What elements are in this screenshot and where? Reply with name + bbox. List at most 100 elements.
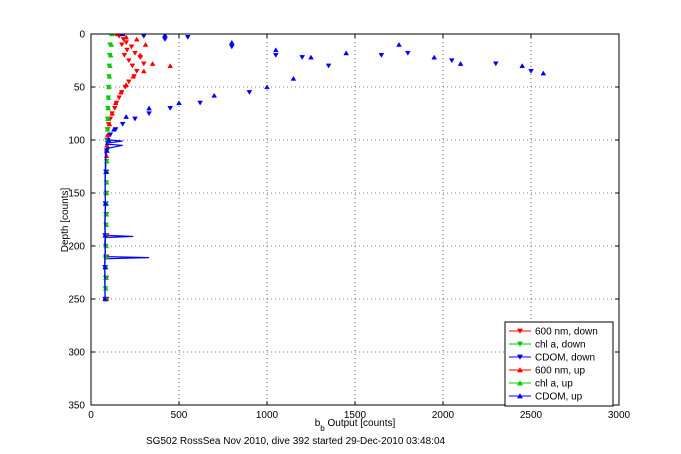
data-point xyxy=(146,111,152,117)
legend-marker xyxy=(516,393,524,399)
legend-entry-label: CDOM, down xyxy=(535,353,595,364)
data-point xyxy=(103,169,109,174)
data-point xyxy=(431,54,438,60)
x-tick-label: 500 xyxy=(171,410,188,421)
legend-entry-label: CDOM, up xyxy=(535,392,583,403)
data-point xyxy=(126,79,132,85)
x-tick-label: 2000 xyxy=(432,410,455,421)
data-point xyxy=(396,41,402,47)
data-point xyxy=(140,61,147,67)
data-point xyxy=(272,53,279,58)
y-tick-label: 200 xyxy=(68,242,85,253)
data-point xyxy=(118,42,125,48)
data-point xyxy=(104,147,110,153)
y-tick-label: 50 xyxy=(74,83,86,94)
y-axis-label: Depth [counts] xyxy=(60,188,71,253)
y-tick-label: 0 xyxy=(79,30,85,41)
data-point xyxy=(378,53,385,58)
data-point xyxy=(104,132,111,137)
data-point xyxy=(137,52,144,58)
y-tick-label: 250 xyxy=(68,295,85,306)
data-point xyxy=(492,61,499,67)
data-point xyxy=(162,34,168,38)
data-point xyxy=(228,39,235,45)
data-point xyxy=(457,61,464,66)
data-point xyxy=(116,95,122,101)
data-point xyxy=(246,90,253,95)
data-point xyxy=(102,232,108,238)
legend-box xyxy=(504,321,614,407)
data-point xyxy=(112,100,119,106)
data-point xyxy=(325,63,332,69)
legend: 600 nm, down chl a, down CDOM, down 600 nm,… xyxy=(504,321,614,407)
data-point xyxy=(126,58,132,64)
x-tick-label: 1500 xyxy=(344,410,367,421)
data-point xyxy=(299,55,306,60)
data-point xyxy=(149,61,156,66)
y-tick-label: 150 xyxy=(68,189,85,200)
data-point xyxy=(308,54,314,60)
legend-marker xyxy=(516,354,524,360)
data-point xyxy=(123,82,130,88)
x-tick-label: 1000 xyxy=(256,410,279,421)
data-point xyxy=(448,58,455,64)
data-point xyxy=(105,105,112,111)
data-point xyxy=(228,44,235,50)
legend-marker xyxy=(516,328,524,334)
y-tick-label: 300 xyxy=(68,348,85,359)
data-point xyxy=(104,126,111,132)
data-point xyxy=(102,296,108,302)
data-point xyxy=(124,47,130,53)
data-point xyxy=(118,89,124,95)
data-point xyxy=(105,137,112,143)
data-point xyxy=(133,36,140,42)
data-point xyxy=(519,63,526,68)
legend-marker xyxy=(516,380,524,386)
x-tick-label: 2500 xyxy=(520,410,543,421)
data-point xyxy=(130,73,137,79)
data-point xyxy=(167,63,174,68)
data-point xyxy=(184,35,191,40)
ticks: 0 500 1000 1500 2000 2500 3000 0 50 100 150 200 250 3… xyxy=(68,30,630,422)
legend-entry-label: 600 nm, down xyxy=(535,327,598,338)
data-point xyxy=(128,44,135,50)
data-point xyxy=(272,47,279,53)
data-point xyxy=(290,75,297,81)
data-point xyxy=(108,41,115,47)
y-tick-label: 100 xyxy=(68,136,85,147)
data-point xyxy=(211,92,218,98)
data-point xyxy=(109,110,115,116)
data-point xyxy=(176,100,182,106)
legend-entry-label: chl a, down xyxy=(535,340,586,351)
figure-caption: SG502 RossSea Nov 2010, dive 392 started… xyxy=(146,436,446,447)
data-point xyxy=(111,126,117,132)
data-point xyxy=(123,34,130,40)
data-layer xyxy=(102,34,547,302)
x-tick-label: 3000 xyxy=(608,410,631,421)
data-point xyxy=(528,68,534,74)
series-5 xyxy=(102,34,547,302)
x-axis-label-sub: b xyxy=(320,424,325,433)
data-point xyxy=(104,142,110,148)
data-point xyxy=(404,50,411,56)
data-point xyxy=(111,106,118,111)
data-point xyxy=(133,68,140,74)
data-point xyxy=(540,70,547,76)
data-point xyxy=(140,68,147,74)
data-point xyxy=(146,105,152,111)
data-point xyxy=(106,84,112,90)
data-point xyxy=(107,63,113,68)
x-axis-label-rest: Output [counts] xyxy=(325,418,396,429)
x-axis-label: bb Output [counts] xyxy=(315,418,396,433)
data-point xyxy=(197,100,203,106)
data-point xyxy=(123,114,130,119)
data-point xyxy=(132,50,138,56)
data-point xyxy=(167,106,174,111)
legend-marker xyxy=(516,341,524,347)
data-point xyxy=(162,37,168,42)
data-point xyxy=(132,116,138,122)
data-point xyxy=(123,40,130,46)
data-point xyxy=(102,200,109,206)
x-axis-label-main: b xyxy=(315,418,321,429)
